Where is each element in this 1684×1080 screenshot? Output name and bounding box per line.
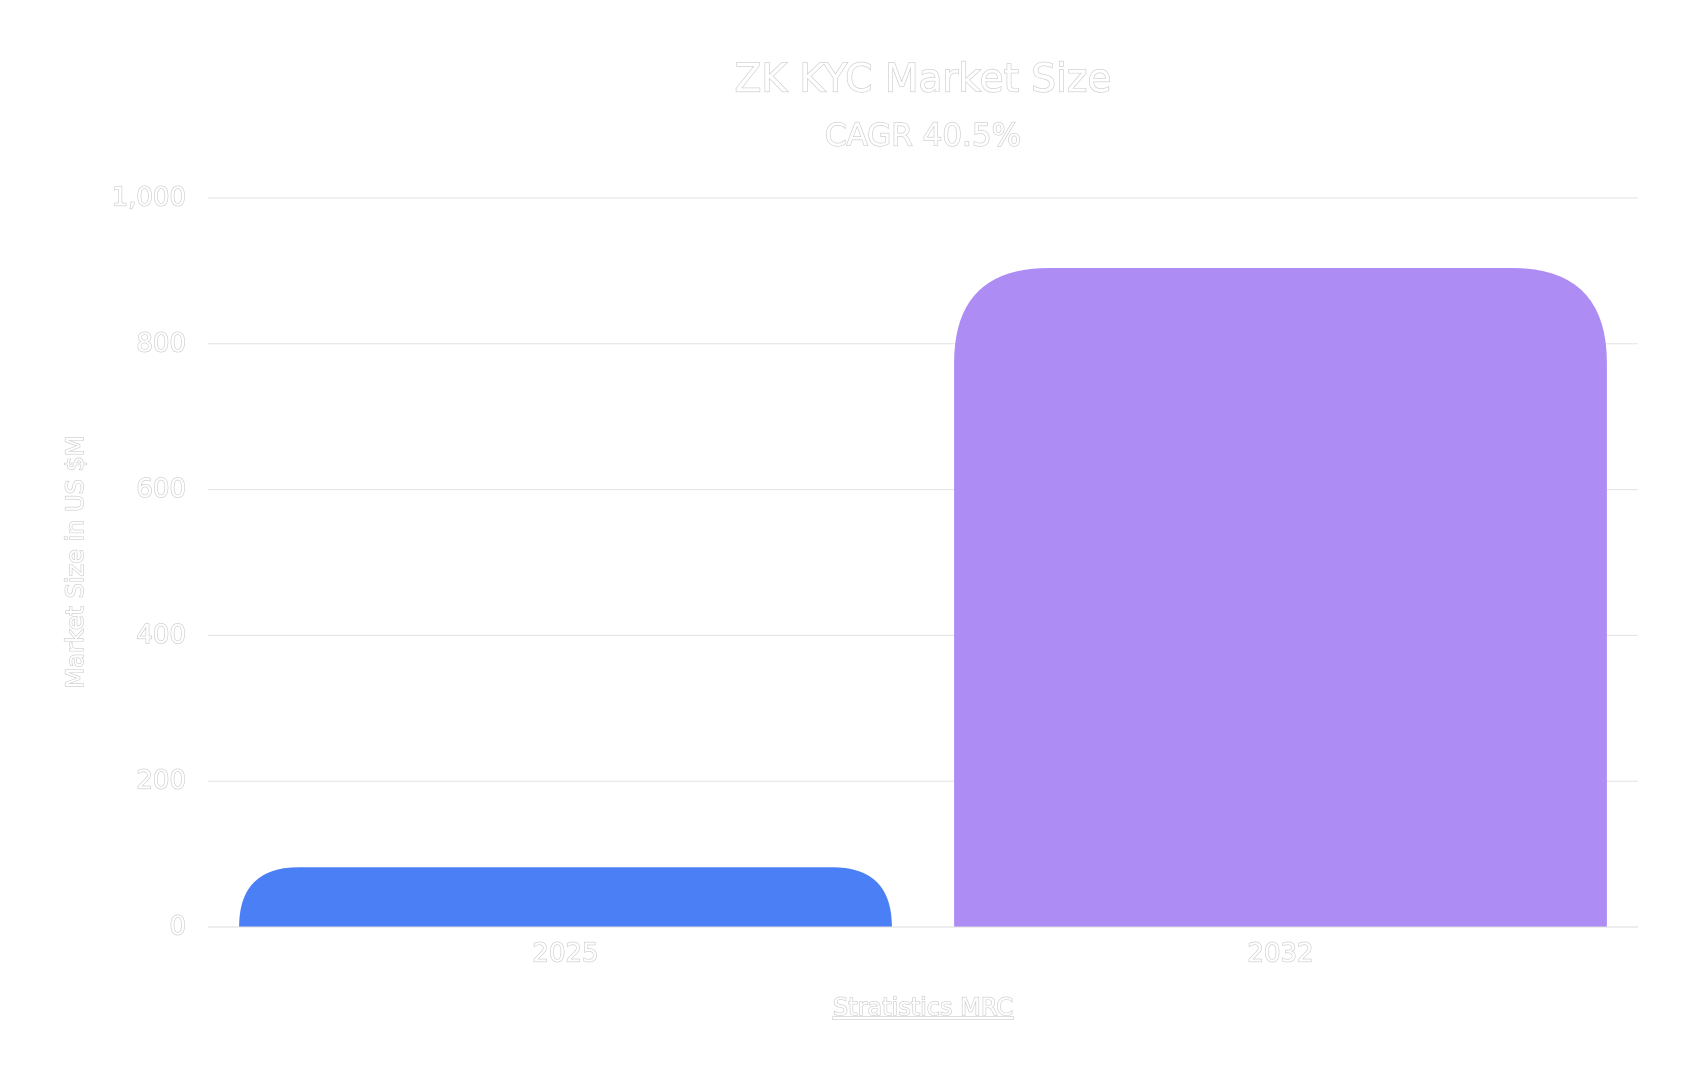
bar <box>954 267 1607 927</box>
x-tick-label: 2032 <box>1247 939 1313 969</box>
y-tick-label: 0 <box>169 912 186 942</box>
y-axis-label: Market Size in US $M <box>61 436 89 689</box>
source-link[interactable]: Stratistics MRC <box>832 992 1013 1021</box>
bar <box>239 867 892 927</box>
y-tick-label: 600 <box>136 474 186 504</box>
x-tick-label: 2025 <box>532 939 598 969</box>
y-tick-label: 400 <box>136 620 186 650</box>
y-tick-label: 800 <box>136 328 186 358</box>
y-tick-label: 200 <box>136 766 186 796</box>
chart-title: ZK KYC Market Size <box>735 57 1112 102</box>
y-tick-label: 1,000 <box>112 183 186 213</box>
chart-subtitle: CAGR 40.5% <box>825 118 1021 154</box>
